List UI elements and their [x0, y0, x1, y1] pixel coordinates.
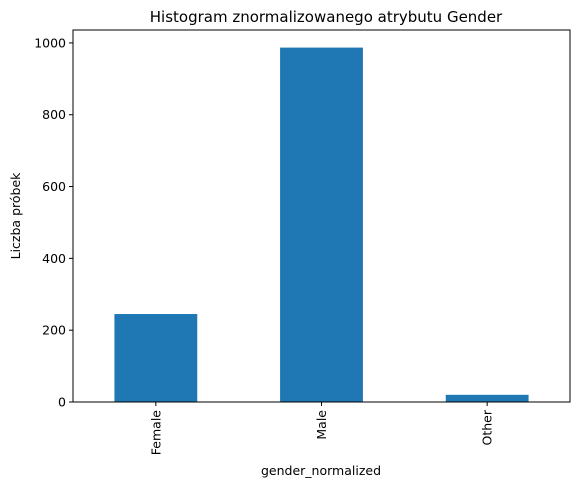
y-tick-label: 1000 [34, 35, 66, 50]
y-tick-label: 600 [42, 179, 66, 194]
y-axis-ticks: 0 200 400 600 800 1000 [34, 35, 73, 410]
y-tick-label: 800 [42, 107, 66, 122]
bar-female [114, 314, 198, 402]
y-axis-label: Liczba próbek [8, 172, 23, 260]
x-tick-label: Female [148, 410, 163, 456]
bar-male [280, 47, 363, 402]
x-axis-label: gender_normalized [261, 463, 381, 478]
x-axis-ticks: Female Male Other [148, 402, 495, 456]
bars-group [114, 47, 529, 402]
plot-frame [72, 29, 571, 403]
bar-other [445, 394, 529, 402]
y-tick-label: 400 [42, 251, 66, 266]
chart-title: Histogram znormalizowanego atrybutu Gend… [150, 8, 503, 26]
x-tick-label: Male [314, 410, 329, 440]
y-tick-label: 0 [58, 395, 66, 410]
x-tick-label: Other [480, 409, 495, 445]
y-tick-label: 200 [42, 323, 66, 338]
